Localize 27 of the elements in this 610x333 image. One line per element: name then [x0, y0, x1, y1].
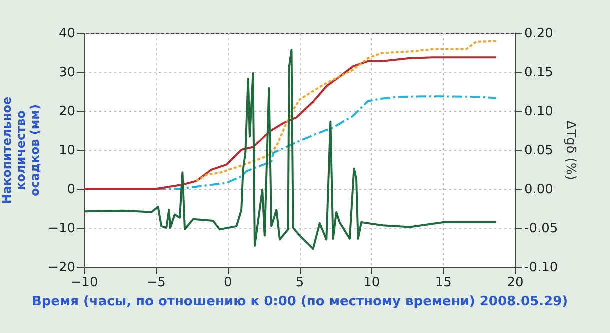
y-tick-label: −10 [48, 222, 76, 236]
y-axis-title: Накопительное количество осадков (мм) [0, 96, 42, 204]
x-tick-label: 20 [507, 276, 524, 290]
y-tick-label: 30 [58, 66, 76, 80]
y2-tick-label: 0.15 [524, 66, 554, 80]
x-tick-label: 10 [364, 276, 380, 290]
y2-tick-label: 0.00 [524, 182, 554, 198]
x-tick-label: −10 [70, 276, 98, 290]
x-axis-title: Время (часы, по отношению к 0:00 (по местному времени) 2008.05.29) [32, 294, 568, 310]
line-series [83, 49, 498, 250]
y2-tick-label: 0.20 [524, 26, 554, 42]
x-tick-label: 0 [224, 276, 232, 290]
line-series [196, 40, 498, 182]
x-tick-label: −5 [146, 276, 166, 290]
y-tick-label: 40 [58, 26, 76, 42]
x-tick-label: 15 [435, 276, 452, 290]
y-tick-label: 20 [58, 104, 76, 120]
y-tick-label: 0 [67, 182, 76, 198]
x-tick-label: 5 [296, 276, 304, 290]
y2-tick-label: 0.05 [524, 144, 554, 158]
y-tick-label: 10 [58, 144, 76, 158]
y-tick-label: −20 [48, 260, 76, 276]
y2-tick-label: 0.10 [524, 104, 554, 120]
line-series [83, 56, 498, 190]
y2-tick-label: -0.05 [524, 222, 558, 236]
y2-axis-title: ΔTgδ (%) [563, 120, 578, 180]
y2-tick-label: -0.10 [524, 260, 558, 276]
